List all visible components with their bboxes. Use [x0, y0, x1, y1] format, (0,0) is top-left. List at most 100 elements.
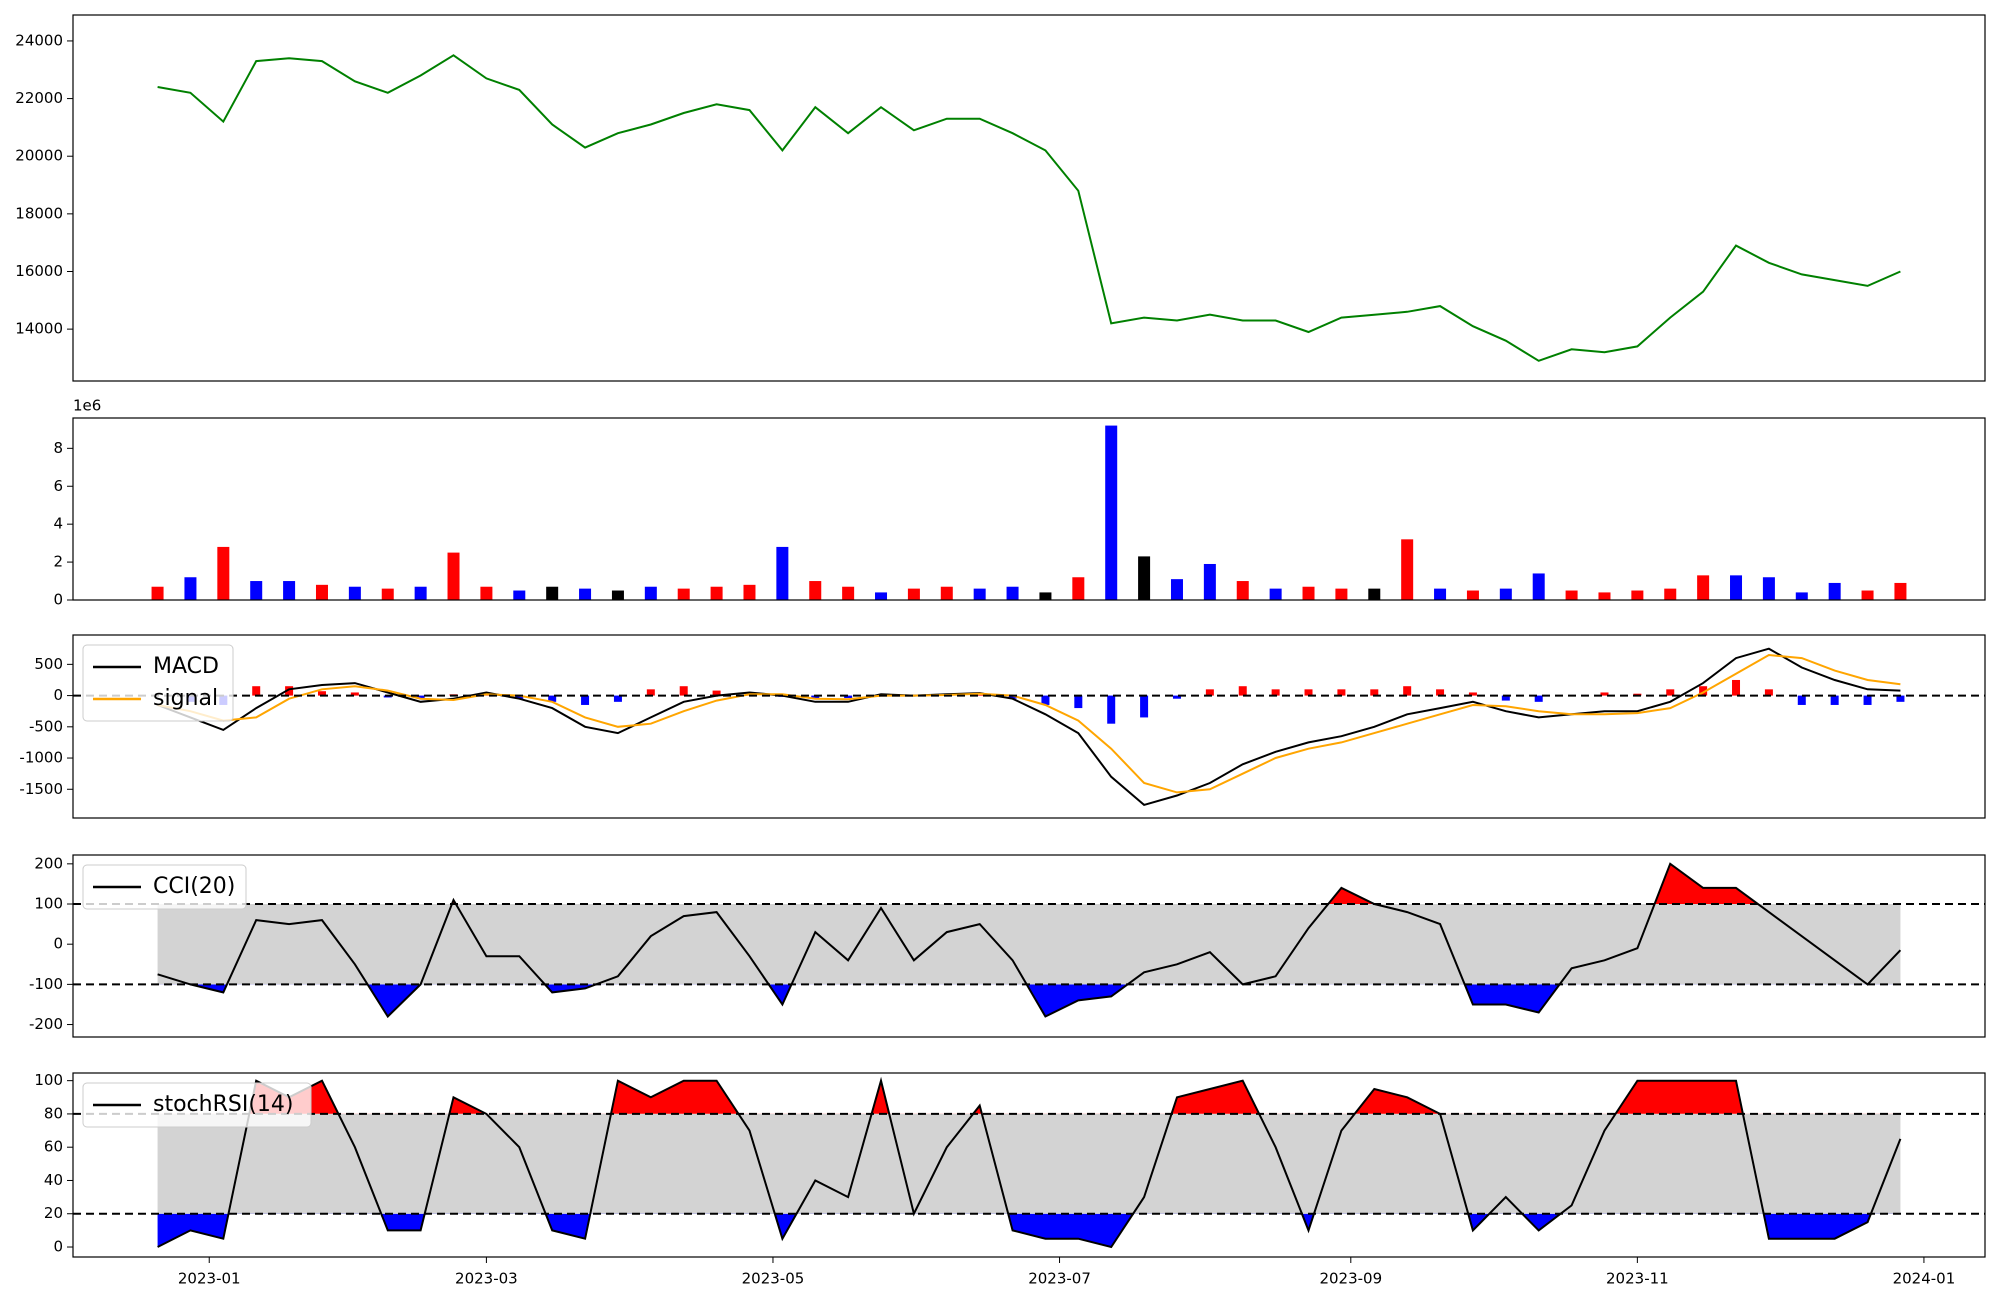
volume-bar: [184, 577, 197, 600]
volume-bar: [1039, 592, 1052, 600]
histogram-bar: [1172, 695, 1181, 699]
neutral-band: [157, 1113, 1901, 1214]
volume-bar: [1894, 582, 1907, 600]
x-tick-label: 2024-01: [1893, 1270, 1956, 1288]
panel-frame: [72, 417, 1986, 601]
volume-bar: [1138, 556, 1151, 600]
legend-label: stochRSI(14): [153, 1092, 294, 1117]
y-tick-label: 80: [44, 1104, 63, 1122]
y-tick-label: -100: [29, 975, 63, 993]
histogram-bar: [975, 694, 984, 696]
volume-bar: [250, 581, 263, 600]
y-tick-label: 60: [44, 1138, 63, 1156]
y-tick-label: -1500: [19, 780, 63, 798]
volume-bar: [579, 588, 592, 600]
neutral-band: [157, 904, 1901, 985]
histogram-bar: [1797, 695, 1806, 705]
volume-bar: [1335, 588, 1348, 600]
histogram-bar: [1666, 689, 1675, 696]
y-tick-label: 22000: [15, 89, 63, 107]
y-tick-label: 0: [53, 686, 63, 704]
volume-bar: [842, 586, 855, 600]
histogram-bar: [844, 695, 853, 699]
volume-bar: [809, 581, 822, 600]
histogram-bar: [1041, 695, 1050, 705]
y-tick-label: 0: [53, 1238, 63, 1256]
volume-bar: [217, 546, 230, 600]
histogram-bar: [1008, 695, 1017, 699]
y-tick-label: 40: [44, 1171, 63, 1189]
volume-bar: [1828, 582, 1841, 600]
panel-frame: [72, 14, 1986, 382]
offset-label: 1e6: [73, 397, 101, 415]
y-tick-label: 2: [53, 553, 63, 571]
volume-bar: [381, 588, 394, 600]
volume-bar: [1795, 592, 1808, 600]
histogram-bar: [1304, 689, 1313, 696]
x-tick-label: 2023-03: [455, 1270, 518, 1288]
volume-bar: [776, 546, 789, 600]
volume-bar: [1664, 588, 1677, 600]
histogram-bar: [317, 691, 326, 696]
line: [157, 653, 1901, 794]
histogram-bar: [712, 690, 721, 696]
x-tick-label: 2023-09: [1319, 1270, 1382, 1288]
histogram-bar: [679, 686, 688, 696]
volume-bar: [644, 586, 657, 600]
overbought-fill: [249, 1080, 1743, 1114]
y-tick-label: 500: [34, 655, 63, 673]
histogram-bar: [1140, 695, 1149, 718]
histogram-bar: [252, 686, 261, 696]
legend-label: signal: [153, 686, 218, 711]
volume-bar: [1006, 586, 1019, 600]
histogram-bar: [1436, 689, 1445, 696]
volume-bar: [414, 586, 427, 600]
volume-bar: [1631, 590, 1644, 600]
y-tick-label: -200: [29, 1015, 63, 1033]
volume-bar: [1401, 539, 1414, 600]
y-tick-label: 4: [53, 515, 63, 533]
volume-bar: [447, 552, 460, 600]
volume-bar: [1236, 581, 1249, 600]
legend: CCI(20): [82, 864, 247, 910]
histogram-bar: [1764, 689, 1773, 696]
volume-bar: [151, 586, 164, 600]
volume-bar: [1203, 563, 1216, 600]
volume-bar: [1170, 579, 1183, 600]
histogram-bar: [1468, 692, 1477, 696]
histogram-bar: [285, 686, 294, 696]
volume-bar: [710, 586, 723, 600]
volume-bar: [1730, 575, 1743, 600]
volume-bar: [546, 586, 559, 600]
volume-bar: [1532, 573, 1545, 600]
histogram-bar: [1501, 695, 1510, 701]
volume-bar: [1072, 577, 1085, 600]
histogram-bar: [1271, 689, 1280, 696]
legend-box: [82, 1082, 312, 1128]
line: [157, 862, 1902, 1019]
x-tick-label: 2023-07: [1028, 1270, 1091, 1288]
volume-bar: [875, 592, 888, 600]
volume-bar: [480, 586, 493, 600]
histogram-bar: [1337, 689, 1346, 696]
legend-label: CCI(20): [153, 874, 235, 899]
volume-bar: [973, 588, 986, 600]
x-tick-label: 2023-11: [1606, 1270, 1669, 1288]
histogram-bar: [1107, 695, 1116, 724]
histogram-bar: [1600, 692, 1609, 696]
histogram-bar: [416, 695, 425, 699]
volume-bar: [1598, 592, 1611, 600]
overbought-fill: [157, 863, 1901, 905]
volume-bar: [1105, 425, 1118, 600]
histogram-bar: [350, 692, 359, 696]
volume-bar: [907, 588, 920, 600]
y-tick-label: 8: [53, 439, 63, 457]
panel-frame: [72, 854, 1986, 1038]
oversold-fill: [157, 1213, 1901, 1247]
panel-frame: [72, 1072, 1986, 1258]
histogram-bar: [613, 695, 622, 702]
volume-bar: [1368, 588, 1381, 600]
histogram-bar: [1863, 695, 1872, 705]
histogram-bar: [1403, 686, 1412, 696]
